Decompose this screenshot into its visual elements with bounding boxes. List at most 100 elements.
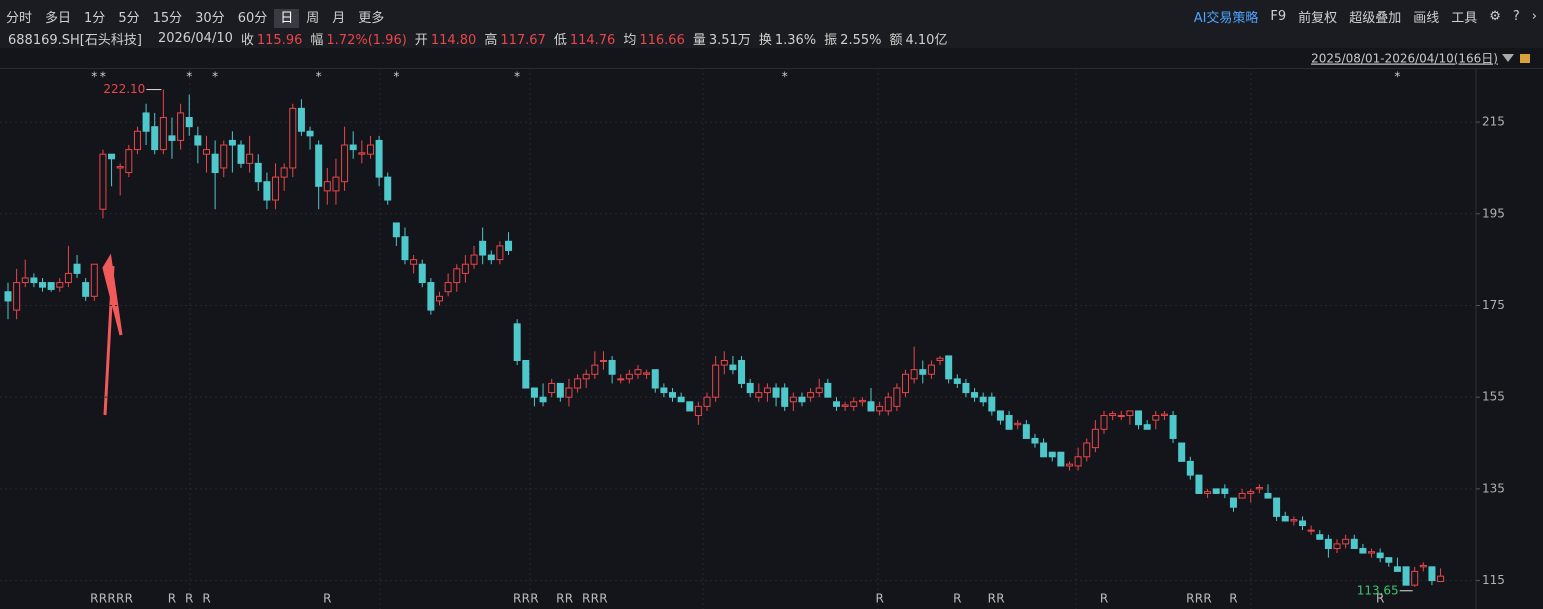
y-tick-label: 155 (1482, 390, 1505, 404)
info-item: 振 2.55% (824, 29, 881, 48)
tool-button[interactable]: 工具 (1451, 11, 1478, 26)
candle-body (1074, 456, 1082, 467)
candle-body (133, 130, 141, 151)
period-tab[interactable]: 多日 (45, 11, 72, 26)
icon-button[interactable]: › (1531, 9, 1537, 24)
info-item: 量 3.51万 (693, 29, 751, 48)
candle-body (280, 167, 288, 178)
tool-button[interactable]: 超级叠加 (1349, 11, 1402, 26)
lock-icon[interactable] (1520, 54, 1530, 63)
info-value: 117.67 (500, 32, 546, 48)
candle-body (211, 153, 219, 174)
tool-button[interactable]: 画线 (1413, 11, 1440, 26)
candle-body (254, 162, 262, 183)
candle-body (366, 144, 374, 155)
chart-bg (0, 48, 1543, 609)
tool-button[interactable]: AI交易策略 (1193, 11, 1259, 26)
candle-body (548, 382, 556, 394)
r-marker: R (323, 592, 331, 606)
candle-body (1333, 543, 1341, 549)
candle-body (884, 396, 892, 412)
candle-body (436, 295, 443, 302)
candle-body (39, 282, 47, 288)
period-tab[interactable]: 分时 (6, 11, 33, 26)
candle-body (1083, 442, 1091, 458)
icon-button[interactable]: ⚙ (1489, 9, 1501, 24)
date: 2026/04/10 (157, 30, 233, 46)
info-label: 额 (889, 32, 903, 48)
star-marker: * (316, 70, 322, 84)
candle-body (1022, 424, 1030, 439)
period-tab[interactable]: 60分 (237, 11, 268, 26)
period-tab[interactable]: 月 (332, 11, 346, 26)
r-marker: R (125, 592, 133, 606)
r-marker: R (953, 592, 961, 606)
candle-body (1117, 415, 1125, 418)
period-tab[interactable]: 1分 (84, 11, 106, 26)
y-tick-label: 175 (1482, 298, 1505, 312)
info-item: 低 114.76 (554, 29, 616, 48)
info-value: 1.72%(1.96) (326, 32, 407, 48)
r-marker: R (185, 592, 193, 606)
candle-body (746, 382, 754, 394)
candle-body (237, 144, 245, 164)
r-marker: R (591, 592, 599, 606)
period-tab[interactable]: 5分 (118, 11, 140, 26)
candle-body (574, 378, 582, 389)
candle-body (1290, 519, 1298, 522)
candle-body (1437, 575, 1445, 582)
candle-body (798, 396, 806, 403)
candle-body (1411, 570, 1419, 586)
info-item: 开 114.80 (415, 29, 477, 48)
period-tab[interactable]: 30分 (195, 11, 225, 26)
candle-body (185, 117, 193, 128)
candle-body (669, 392, 677, 398)
high-label: 222.10 (103, 82, 145, 96)
info-label: 振 (824, 32, 838, 48)
candle-body (461, 263, 469, 274)
candle-body (781, 387, 789, 407)
period-tab[interactable]: 日 (274, 9, 300, 28)
range-dropdown[interactable] (1502, 54, 1514, 62)
candle-body (349, 144, 357, 151)
candle-body (1135, 410, 1143, 426)
candle-body (82, 282, 90, 297)
r-marker: R (1100, 592, 1108, 606)
tool-button[interactable]: F9 (1270, 9, 1287, 24)
candle-body (738, 360, 746, 384)
info-value: 1.36% (774, 32, 817, 48)
candle-body (64, 272, 72, 284)
period-tab[interactable]: 15分 (152, 11, 183, 26)
candle-body (789, 396, 797, 403)
r-marker: R (1195, 592, 1203, 606)
chart: 2025/08/01-2026/04/10(166日) 115 135 155 175… (0, 48, 1543, 609)
candle-body (815, 387, 823, 394)
star-marker: * (514, 70, 520, 84)
candle-body (228, 139, 236, 146)
period-tabs: 分时 多日 1分 5分 15分 30分 60分日周月更多 (0, 7, 391, 28)
candle-body (1048, 451, 1056, 458)
candle-body (1100, 415, 1108, 430)
info-value: 116.66 (639, 32, 685, 48)
candle-body (1126, 410, 1134, 417)
candle-body (56, 282, 64, 288)
r-marker: R (1229, 592, 1237, 606)
candle-body (634, 369, 642, 375)
candle-body (599, 360, 607, 363)
period-tab[interactable]: 周 (306, 11, 320, 26)
candle-body (496, 245, 504, 261)
info-label: 高 (484, 32, 498, 48)
info-label: 收 (240, 32, 254, 48)
r-marker: R (99, 592, 107, 606)
candle-body (90, 263, 98, 297)
range-label[interactable]: 2025/08/01-2026/04/10(166日) (1311, 52, 1498, 66)
icon-button[interactable]: ? (1512, 9, 1520, 24)
candle-body (1091, 428, 1099, 449)
candle-body (832, 401, 840, 407)
candle-body (263, 181, 271, 201)
candle-body (1402, 566, 1410, 586)
period-tab[interactable]: 更多 (358, 11, 385, 26)
candle-body (108, 153, 116, 160)
tool-button[interactable]: 前复权 (1298, 11, 1338, 26)
